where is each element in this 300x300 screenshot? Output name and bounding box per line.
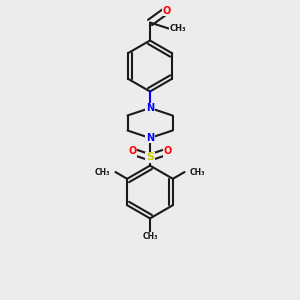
Text: CH₃: CH₃: [142, 232, 158, 241]
Text: N: N: [146, 133, 154, 143]
Text: S: S: [146, 152, 154, 163]
Text: O: O: [163, 146, 172, 157]
Text: N: N: [146, 103, 154, 113]
Text: O: O: [128, 146, 137, 157]
Text: CH₃: CH₃: [169, 24, 186, 33]
Text: CH₃: CH₃: [190, 167, 206, 176]
Text: CH₃: CH₃: [94, 167, 110, 176]
Text: O: O: [162, 5, 171, 16]
